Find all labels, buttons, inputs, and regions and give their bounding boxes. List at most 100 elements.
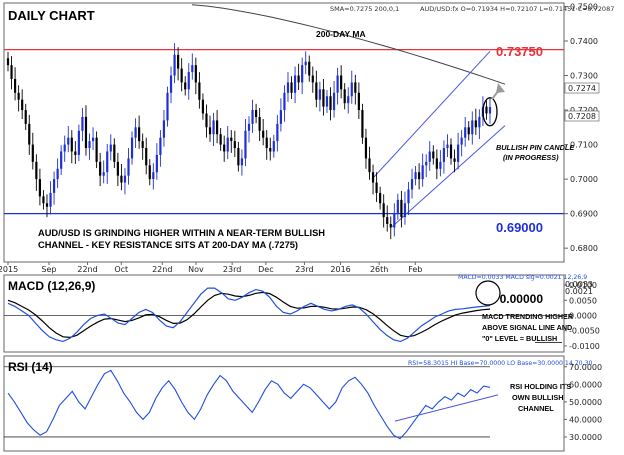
rsi-title: RSI (14) bbox=[8, 360, 53, 374]
candle-body bbox=[361, 110, 364, 138]
candle-body bbox=[116, 161, 119, 176]
candle-body bbox=[421, 165, 424, 180]
ohlc-info: AUD/USD:fx O=0.71934 H=0.72107 L=0.71451… bbox=[420, 5, 614, 13]
date-tick-label: 2015 bbox=[0, 265, 18, 274]
candle-body bbox=[265, 137, 268, 149]
candle-body bbox=[350, 82, 353, 97]
candle-body bbox=[49, 192, 52, 207]
candle-body bbox=[457, 144, 460, 162]
candle-body bbox=[379, 192, 382, 204]
price-tick-label: 0.7000 bbox=[570, 175, 598, 184]
rsi-panel: RSI (14) RSI=58.3015 HI Base=70.0000 LO … bbox=[3, 355, 602, 452]
candle-body bbox=[130, 137, 134, 159]
macd-tick-label: 0.0050 bbox=[569, 296, 597, 305]
candle-body bbox=[478, 116, 481, 128]
candle-body bbox=[198, 82, 201, 100]
price-tick-label: 0.6900 bbox=[570, 210, 598, 219]
candle-body bbox=[201, 99, 205, 114]
macd-panel: MACD (12,26,9) MACD=0.0033 MACD sig=0.00… bbox=[3, 274, 600, 353]
candle-body bbox=[148, 165, 151, 180]
bullish-channel bbox=[371, 51, 506, 228]
candle-body bbox=[60, 151, 63, 169]
rsi-trendline bbox=[394, 394, 499, 422]
candle-body bbox=[247, 123, 251, 131]
candle-body bbox=[410, 179, 414, 190]
candle-body bbox=[187, 72, 190, 90]
macd-note-line-3: "0" LEVEL = BULLISH bbox=[482, 334, 557, 343]
candle-body bbox=[42, 196, 45, 204]
current-ma-box bbox=[564, 82, 600, 94]
candle-body bbox=[442, 148, 446, 162]
candle-body bbox=[251, 110, 254, 124]
candle-body bbox=[354, 82, 357, 93]
candle-body bbox=[10, 65, 13, 79]
candle-body bbox=[446, 144, 449, 149]
date-tick-label: 23rd bbox=[223, 265, 241, 274]
macd-tick-label: -0.0100 bbox=[569, 342, 600, 351]
price-tick-label: 0.7400 bbox=[570, 37, 598, 46]
candle-body bbox=[226, 137, 229, 152]
candle-body bbox=[396, 199, 399, 214]
candle-body bbox=[315, 82, 318, 100]
price-axis-ticks: 0.7500 0.7400 0.7300 0.7200 0.7100 0.7000 0.69… bbox=[564, 2, 598, 253]
candle-body bbox=[35, 161, 38, 180]
candle-body bbox=[113, 144, 116, 162]
macd-tick-label: 0.0100 bbox=[569, 281, 597, 290]
rsi-info: RSI=58.3015 HI Base=70.0000 LO Base=30.0… bbox=[408, 360, 593, 367]
macd-zero-label: 0.00000 bbox=[500, 292, 544, 306]
candle-body bbox=[109, 144, 112, 152]
candle-body bbox=[67, 137, 70, 145]
candle-body bbox=[340, 75, 343, 90]
candle-body bbox=[403, 203, 407, 218]
rsi-note-line-1: RSI HOLDING ITS bbox=[510, 382, 571, 391]
ma-label: 200-DAY MA bbox=[316, 29, 366, 39]
candle-body bbox=[194, 65, 197, 83]
date-tick-label: Dec bbox=[258, 265, 273, 274]
rsi-tick-label: 60.0000 bbox=[569, 380, 602, 389]
current-price-label: 0.7208 bbox=[568, 112, 596, 121]
candle-body bbox=[28, 123, 31, 145]
candle-body bbox=[308, 61, 311, 76]
candle-body bbox=[453, 158, 456, 162]
candle-body bbox=[127, 158, 130, 176]
macd-note-line-1: MACD TRENDING HIGHER bbox=[482, 312, 574, 321]
main-note-line-1: AUD/USD IS GRINDING HIGHER WITHIN A NEAR… bbox=[38, 228, 325, 238]
date-tick-label: Feb bbox=[408, 265, 422, 274]
date-tick-label: 23rd bbox=[295, 265, 313, 274]
candle-body bbox=[134, 127, 137, 138]
candle-body bbox=[325, 96, 329, 107]
candle-body bbox=[240, 158, 244, 166]
date-tick-label: 22nd bbox=[77, 265, 97, 274]
candle-body bbox=[393, 213, 396, 228]
candle-body bbox=[84, 116, 88, 149]
price-tick-label: 0.7300 bbox=[570, 72, 598, 81]
rsi-tick-label: 40.0000 bbox=[569, 415, 602, 424]
candle-body bbox=[336, 75, 339, 93]
rsi-panel-frame bbox=[3, 355, 565, 452]
candle-body bbox=[21, 99, 24, 111]
candle-body bbox=[123, 175, 127, 183]
date-tick-label: Sep bbox=[41, 265, 56, 274]
candle-body bbox=[276, 123, 279, 142]
macd-axis-ticks: 0.0100 0.0050 0.0000 -0.0050 -0.0100 bbox=[564, 281, 600, 351]
candle-body bbox=[38, 179, 41, 197]
up-arrow-stem bbox=[491, 89, 500, 100]
candle-body bbox=[311, 75, 314, 83]
candle-body bbox=[155, 154, 158, 173]
macd-tick-label: -0.0050 bbox=[569, 327, 600, 336]
candle-body bbox=[102, 172, 105, 176]
current-price-box bbox=[564, 110, 600, 122]
main-note-line-2: CHANNEL - KEY RESISTANCE SITS AT 200-DAY… bbox=[38, 240, 298, 250]
candle-body bbox=[6, 58, 10, 66]
candle-body bbox=[286, 82, 290, 93]
candlesticks bbox=[6, 43, 492, 240]
candle-body bbox=[233, 141, 236, 149]
candle-body bbox=[138, 127, 141, 142]
macd-tick-label: 0.0000 bbox=[569, 312, 597, 321]
candle-body bbox=[283, 92, 286, 111]
price-panel: DAILY CHART SMA=0.7275 200,0,1 AUD/USD:f… bbox=[3, 2, 614, 263]
candle-body bbox=[293, 75, 297, 93]
candle-body bbox=[318, 89, 321, 100]
price-panel-frame bbox=[3, 2, 565, 263]
candle-body bbox=[230, 137, 233, 142]
